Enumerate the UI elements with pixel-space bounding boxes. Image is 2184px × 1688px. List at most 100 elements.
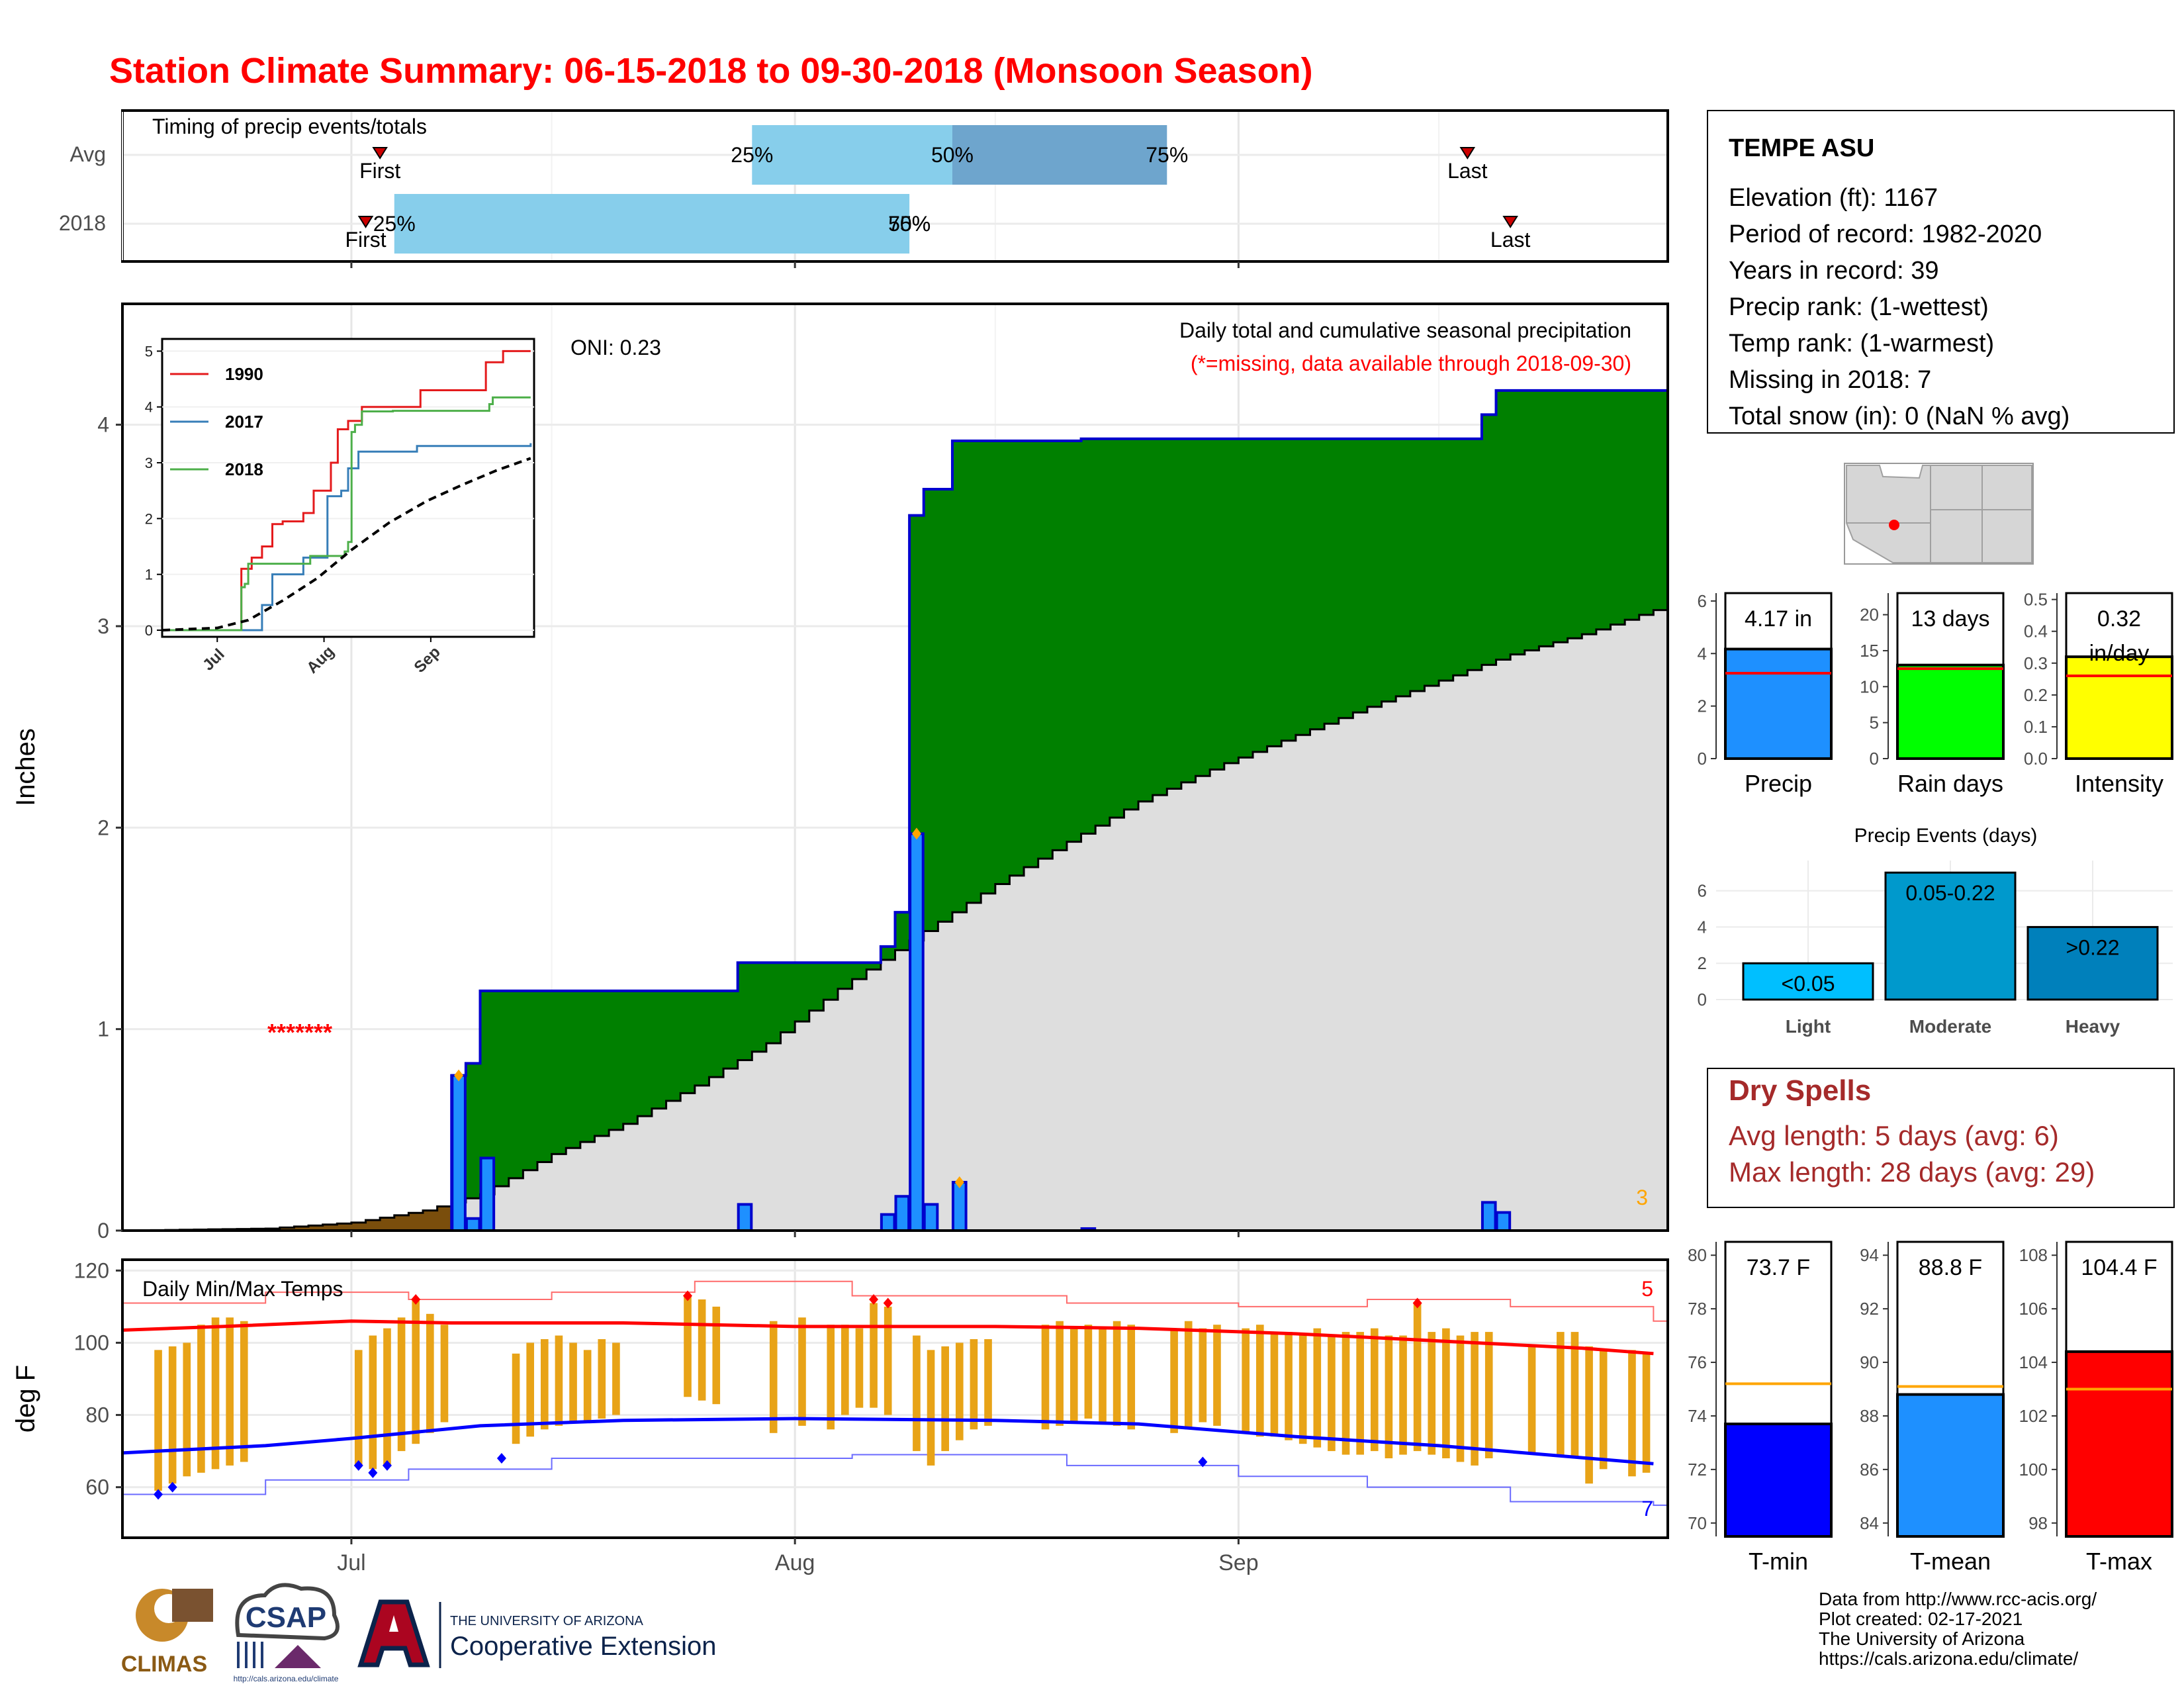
daily-temp-range-bar [412,1299,420,1444]
events-category-label: Heavy [2066,1016,2120,1037]
precip-surplus-area [1610,390,1625,625]
daily-temp-range-bar [397,1317,406,1452]
precip-deficit-area [380,1217,395,1231]
precip-surplus-area [1052,440,1068,851]
timing-75-label: 75% [888,212,931,236]
precip-surplus-area [494,990,510,1187]
precip-surplus-area [1424,438,1439,686]
precip-surplus-area [1081,438,1096,834]
inset-y-tick-label: 3 [145,455,153,471]
precip-surplus-area [666,990,681,1101]
daily-temp-range-bar [211,1317,220,1470]
daily-temp-range-bar [183,1342,191,1477]
logos: CLIMAS CSAP http://cals.arizona.edu/clim… [121,1583,716,1683]
precip-y-tick-label: 2 [97,816,109,839]
daily-temp-range-bar [1270,1332,1279,1437]
inset-legend-label: 1990 [225,364,263,384]
precip-surplus-area [594,990,610,1136]
daily-precip-flag-marker [954,1176,964,1188]
precip-surplus-area [566,990,581,1149]
precip-surplus-area [866,962,882,970]
precip-deficit-area [423,1210,438,1231]
summary-y-tick-label: 15 [1860,641,1879,661]
avg-cumulative-line [122,609,1668,1232]
temperature-panel: 60 80 100 120 Jul Aug Sep deg F Daily Min/Max… [11,1258,1669,1575]
inset-y-tick-label: 5 [145,343,153,359]
daily-temp-range-bar [1442,1328,1450,1458]
precip-surplus-area [1038,440,1053,859]
footer-line-created: Plot created: 02-17-2021 [1819,1609,2023,1629]
daily-precip-bar [880,1213,896,1233]
page-title: Station Climate Summary: 06-15-2018 to 0… [109,51,1313,91]
summary-category-label: T-min [1749,1548,1808,1575]
events-bar [1884,871,2017,1001]
timing-25-label: 25% [731,143,773,167]
record-high-marker [1412,1297,1422,1309]
precip-surplus-area [823,962,839,1000]
daily-temp-range-bar [1628,1350,1636,1477]
timing-last-label: Last [1490,228,1531,252]
station-precip-rank: Precip rank: (1-wettest) [1729,293,1989,321]
avg-tmin-line [122,1417,1654,1466]
precip-surplus-area [1625,390,1640,620]
oni-label: ONI: 0.23 [570,336,661,359]
record-high-marker [411,1294,421,1305]
temp-x-tick-label: Jul [337,1550,365,1575]
daily-temp-range-bar [1170,1328,1178,1433]
precip-surplus-area [523,990,538,1170]
record-high-marker [683,1290,693,1301]
summary-y-tick-label: 5 [1870,713,1879,733]
daily-precip-bar [451,1074,467,1233]
summary-y-tick-label: 74 [1688,1406,1707,1426]
precip-surplus-area [1653,390,1668,610]
timing-50-label: 50% [888,212,931,236]
temp-x-tick-label: Aug [775,1550,815,1575]
summary-value-label: 0.32 [2097,606,2141,632]
record-high-marker [883,1297,893,1309]
precip-surplus-area [1224,438,1239,763]
summary-y-tick-label: 108 [2019,1245,2048,1265]
precip-surplus-area [880,946,896,960]
precip-surplus-area [1582,390,1597,635]
summary-y-tick-label: 98 [2028,1513,2048,1533]
precip-surplus-area [1381,438,1396,702]
inset-series-line [161,457,531,632]
dry-spells-title: Dry Spells [1729,1074,1871,1107]
precip-corner-label: 3 [1636,1186,1648,1209]
inset-legend-label: 2018 [225,459,263,479]
events-bar-label: 0.05-0.22 [1905,881,1995,905]
events-y-tick-label: 2 [1698,953,1707,973]
timing-first-marker [372,147,388,160]
daily-temp-range-bar [1570,1332,1579,1458]
precip-surplus-area [637,990,653,1117]
daily-temp-range-bar [1213,1325,1221,1426]
inset-y-tick-label: 1 [145,567,153,583]
daily-temp-range-bar [841,1325,849,1415]
precip-surplus-area [1138,438,1154,802]
precip-surplus-area [694,990,710,1086]
summary-y-tick-label: 106 [2019,1299,2048,1319]
ua-logo-bottom-text: Cooperative Extension [450,1632,716,1661]
precip-surplus-area [966,440,981,903]
summary-bar [2065,655,2173,761]
daily-temp-range-bar [1069,1328,1078,1423]
daily-temp-range-bar [970,1339,978,1430]
temp-y-tick-label: 60 [85,1476,109,1499]
precip-y-label: Inches [11,728,40,806]
summary-category-label: T-max [2086,1548,2152,1575]
summary-bar [2065,1350,2173,1538]
record-high-marker [869,1294,879,1305]
daily-temp-range-bar [1242,1328,1250,1433]
precip-surplus-area [680,990,696,1094]
precip-deficit-area [394,1215,410,1231]
precip-deficit-area [365,1220,381,1231]
precip-surplus-area [1324,438,1340,724]
daily-temp-range-bar [154,1350,162,1491]
avg-cumulative-area [122,610,1668,1231]
precip-surplus-area [809,962,824,1011]
timing-last-marker [1459,147,1476,160]
dry-spells-avg: Avg length: 5 days (avg: 6) [1729,1120,2059,1151]
precip-surplus-area [1310,438,1325,729]
precip-surplus-area [1553,390,1569,643]
daily-temp-range-bar [1642,1353,1651,1473]
